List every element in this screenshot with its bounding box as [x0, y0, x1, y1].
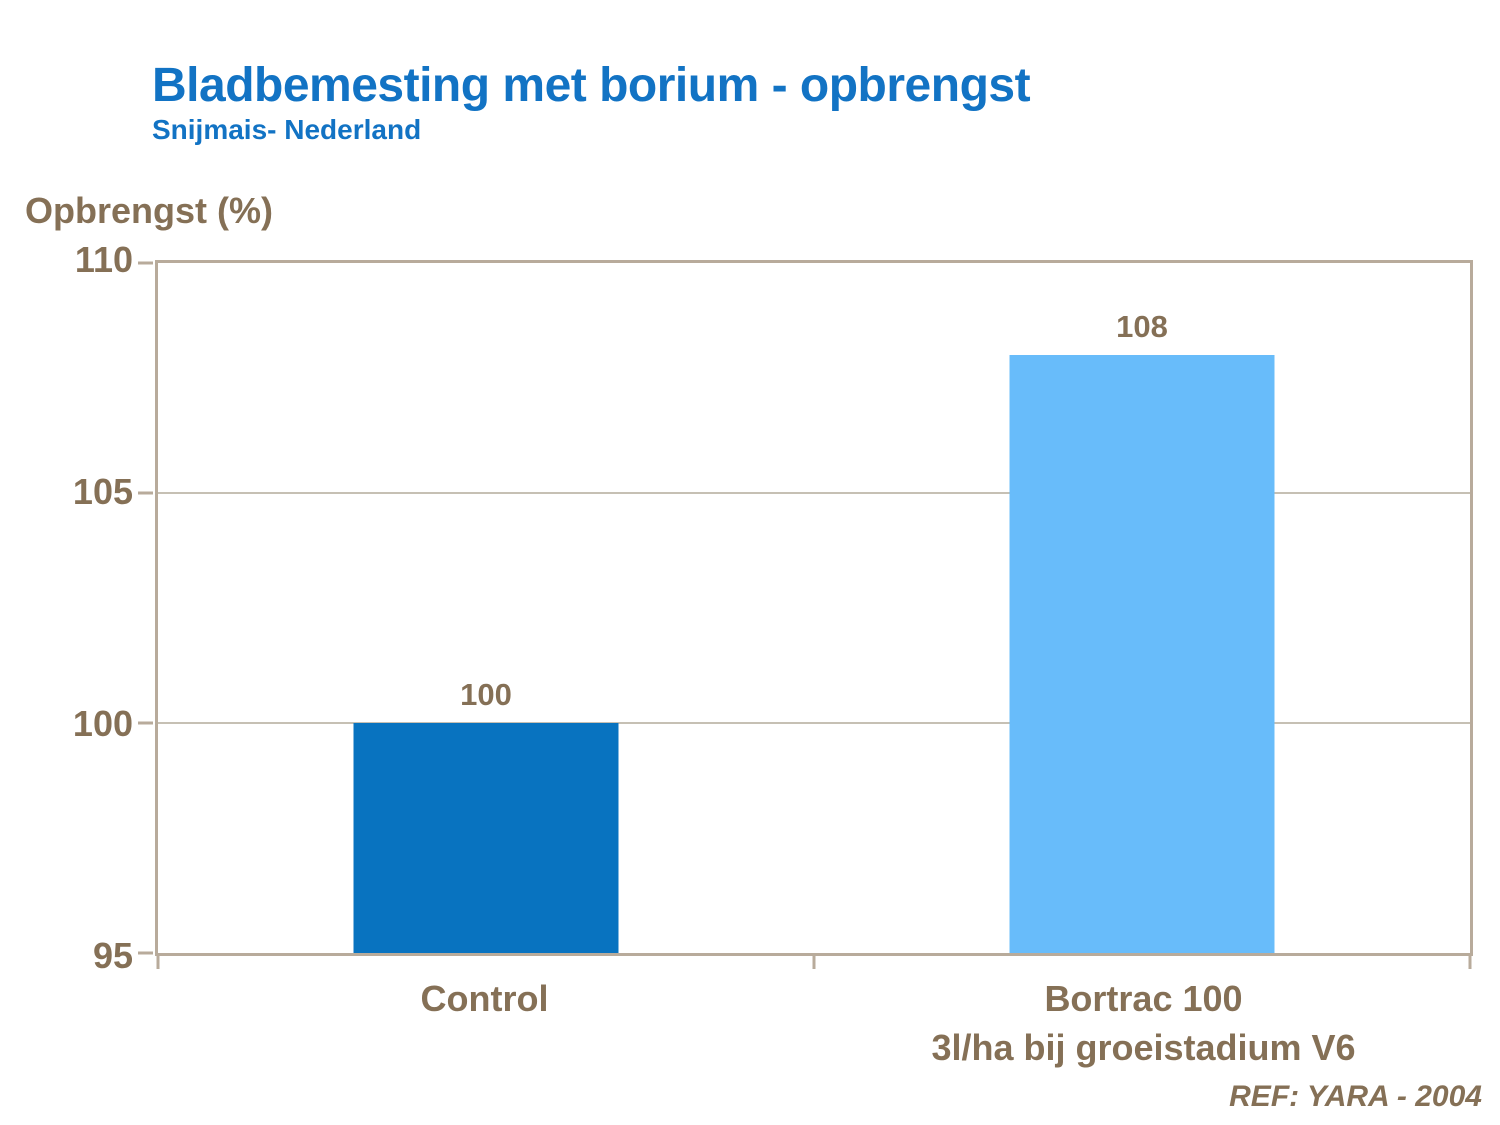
y-tick-mark-95	[138, 951, 153, 955]
bar-group-bortrac: 108	[814, 263, 1470, 953]
y-tick-label-100: 100	[72, 703, 133, 744]
y-tick-label-95: 95	[92, 935, 133, 976]
bar-control	[353, 723, 619, 953]
x-tick-mark-center	[812, 956, 816, 969]
x-label-bortrac-line1: Bortrac 100	[1044, 978, 1243, 1019]
bar-value-control: 100	[460, 677, 512, 713]
x-label-bortrac-line2: 3l/ha bij groeistadium V6	[931, 1026, 1356, 1068]
x-axis-labels: Control Bortrac 100 3l/ha bij groeistadi…	[155, 975, 1473, 1073]
gridline-105	[158, 492, 1470, 494]
x-tick-mark-right	[1468, 956, 1472, 969]
y-tick-label-105: 105	[72, 471, 133, 512]
plot-area: 100 108	[138, 260, 1473, 969]
gridline-100	[158, 722, 1470, 724]
x-label-control: Control	[155, 975, 814, 1073]
chart-subtitle: Snijmais- Nederland	[152, 114, 422, 145]
bar-group-control: 100	[158, 263, 814, 953]
bar-value-bortrac: 108	[1116, 309, 1168, 345]
y-axis-title: Opbrengst (%)	[25, 190, 273, 231]
x-label-control-line1: Control	[420, 978, 549, 1019]
x-label-bortrac: Bortrac 100 3l/ha bij groeistadium V6	[814, 975, 1473, 1073]
x-tick-mark-left	[156, 956, 160, 969]
y-tick-mark-110	[138, 261, 153, 265]
y-tick-label-110: 110	[74, 239, 133, 280]
y-tick-mark-105	[138, 491, 153, 495]
reference-text: REF: YARA - 2004	[1229, 1080, 1482, 1113]
y-tick-mark-100	[138, 721, 153, 725]
chart-title: Bladbemesting met borium - opbrengst	[152, 59, 1031, 112]
bar-bortrac	[1009, 355, 1275, 953]
y-axis-tick-labels: 110 105 100 95	[0, 242, 133, 974]
